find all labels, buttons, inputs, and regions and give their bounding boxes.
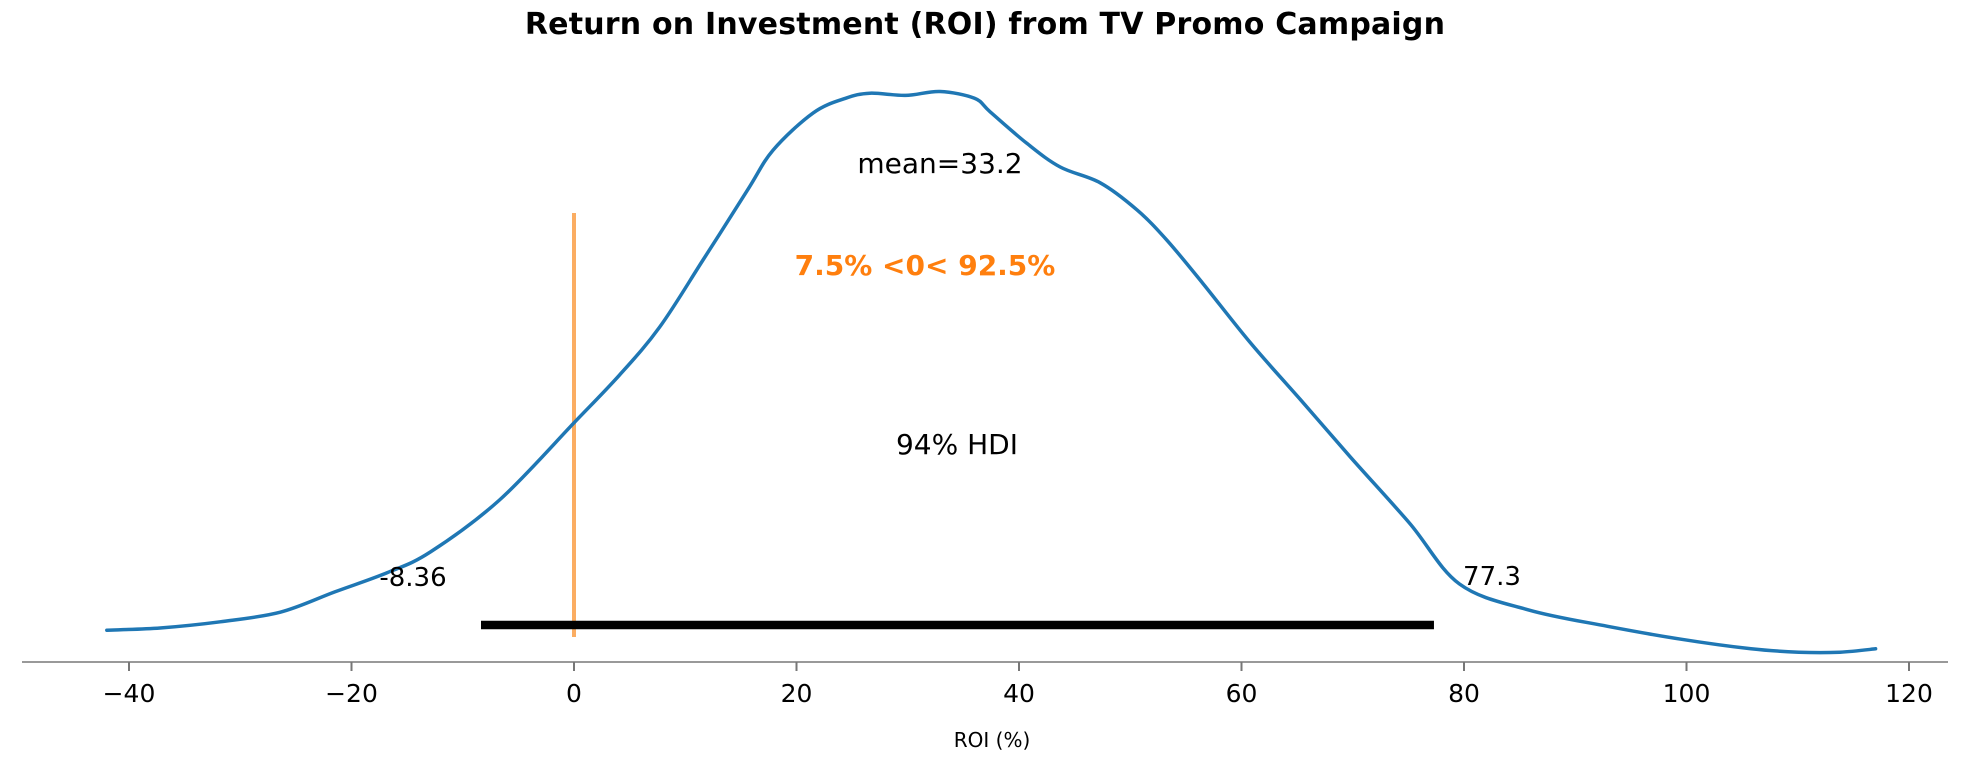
hdi-probability-annotation: 94% HDI [895,428,1019,461]
x-tick-label: 40 [1003,679,1035,708]
x-axis-label: ROI (%) [953,728,1031,752]
x-tick-label: 20 [781,679,813,708]
hdi-lower-value-label: -8.36 [379,563,447,593]
kde-density-curve [105,89,1878,655]
reference-probability-annotation: 7.5% <0< 92.5% [794,249,1056,282]
x-tick-label: 0 [566,679,582,708]
x-tick-label: 100 [1663,679,1711,708]
x-tick-label: 60 [1226,679,1258,708]
hdi-upper-value-label: 77.3 [1463,562,1521,592]
chart-title: Return on Investment (ROI) from TV Promo… [524,7,1446,42]
mean-annotation: mean=33.2 [857,147,1023,180]
x-tick-label: −20 [325,679,378,708]
x-tick-label: 80 [1448,679,1480,708]
x-tick-label: 120 [1885,679,1933,708]
x-tick-label: −40 [103,679,156,708]
